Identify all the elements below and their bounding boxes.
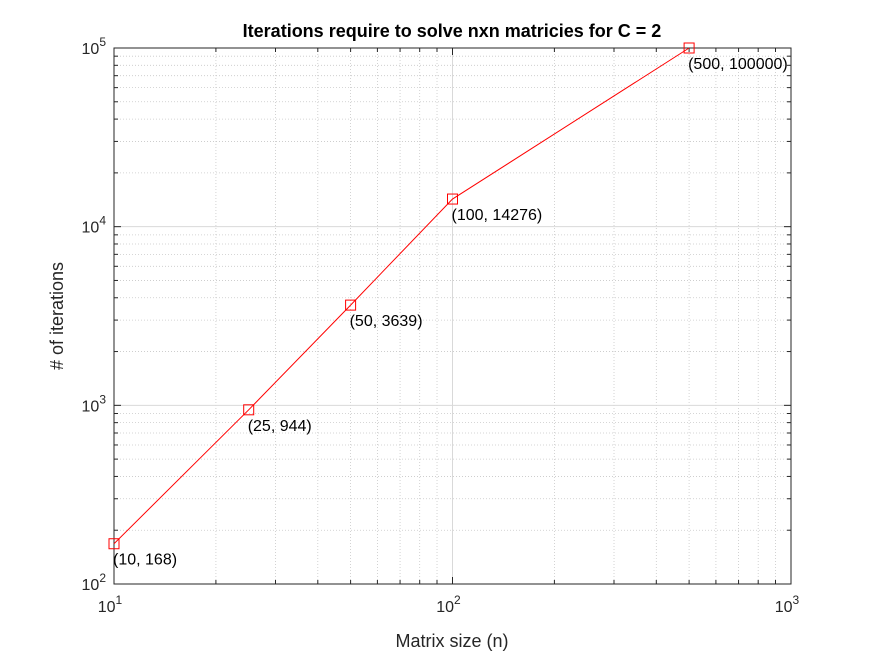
series — [108, 42, 695, 550]
x-axis-label: Matrix size (n) — [395, 631, 508, 651]
x-tick-base: 10 — [98, 599, 116, 616]
data-point-marker — [108, 538, 120, 550]
x-tick-label: 101 — [98, 593, 123, 616]
data-point-label: (10, 168) — [113, 552, 177, 569]
y-tick-label: 105 — [82, 35, 107, 58]
y-tick-exponent: 4 — [99, 214, 106, 228]
data-point-marker — [447, 193, 458, 205]
y-tick-base: 10 — [82, 577, 100, 594]
x-tick-label: 102 — [436, 593, 461, 616]
data-point-label: (50, 3639) — [350, 313, 423, 330]
y-tick-exponent: 3 — [99, 392, 106, 406]
y-tick-base: 10 — [82, 41, 100, 58]
y-tick-label: 104 — [82, 214, 107, 237]
y-tick-base: 10 — [82, 398, 100, 415]
x-tick-base: 10 — [436, 599, 454, 616]
y-tick-label: 103 — [82, 392, 107, 415]
x-tick-base: 10 — [775, 599, 793, 616]
data-point-label: (100, 14276) — [452, 207, 543, 224]
x-tick-exponent: 1 — [116, 593, 123, 607]
data-point-marker — [243, 404, 255, 416]
data-point-marker — [345, 299, 357, 311]
y-tick-exponent: 2 — [99, 571, 106, 585]
data-labels: (10, 168) (25, 944) (50, 3639) (100, 14276)… — [113, 56, 788, 569]
y-tick-label: 102 — [82, 571, 107, 594]
x-tick-exponent: 2 — [454, 593, 461, 607]
x-tick-exponent: 3 — [793, 593, 800, 607]
x-tick-label: 103 — [775, 593, 800, 616]
data-point-label: (500, 100000) — [688, 56, 788, 73]
data-point-label: (25, 944) — [248, 418, 312, 435]
data-point-marker — [683, 42, 695, 54]
chart-title: Iterations require to solve nxn matricie… — [243, 21, 662, 41]
series-line — [113, 47, 690, 545]
y-tick-exponent: 5 — [99, 35, 106, 49]
y-tick-base: 10 — [82, 220, 100, 237]
y-axis-label: # of iterations — [47, 262, 67, 370]
